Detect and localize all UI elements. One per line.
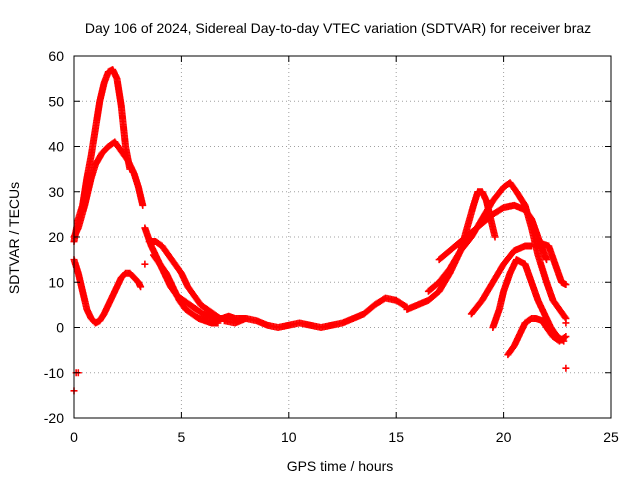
- x-tick-label: 25: [603, 429, 619, 445]
- y-axis-label: SDTVAR / TECUs: [6, 182, 22, 294]
- y-tick-label: -20: [44, 410, 64, 426]
- x-tick-label: 10: [281, 429, 297, 445]
- data-point-marker: [562, 333, 570, 341]
- y-tick-label: -10: [44, 365, 64, 381]
- series-arc-low-morning: [70, 256, 145, 327]
- y-tick-label: 50: [48, 93, 64, 109]
- series-decay-b: [145, 238, 231, 322]
- x-axis-label: GPS time / hours: [287, 458, 394, 474]
- data-point-marker: [214, 319, 222, 327]
- x-tick-label: 0: [70, 429, 78, 445]
- data-points: [70, 66, 570, 395]
- data-point-marker: [139, 201, 147, 209]
- y-tick-label: 40: [48, 139, 64, 155]
- data-point-marker: [137, 283, 145, 291]
- x-tick-label: 5: [178, 429, 186, 445]
- data-point-marker: [561, 333, 569, 341]
- y-tick-label: 20: [48, 229, 64, 245]
- y-tick-label: 60: [48, 48, 64, 64]
- y-tick-label: 0: [56, 320, 64, 336]
- series-night-rise-a: [467, 242, 536, 318]
- series-night-rise-c: [504, 314, 570, 359]
- series-decay-c: [149, 251, 222, 327]
- chart-title: Day 106 of 2024, Sidereal Day-to-day VTE…: [85, 20, 591, 36]
- data-point-marker: [562, 281, 570, 289]
- data-point-marker: [141, 260, 149, 268]
- grid: [74, 56, 611, 418]
- x-tick-label: 20: [496, 429, 512, 445]
- y-tick-label: 30: [48, 184, 64, 200]
- data-point-marker: [491, 233, 499, 241]
- x-tick-label: 15: [388, 429, 404, 445]
- series-arc-peak-41: [70, 138, 147, 241]
- series-evening-plateau-27: [435, 201, 551, 264]
- axis-ticks: 0 5 10 15 20 25 -20 -10 0 10 20 30 40 50 60: [44, 48, 619, 445]
- series-midday-baseline: [220, 294, 411, 331]
- data-point-marker: [561, 313, 569, 321]
- data-point-marker: [562, 364, 570, 372]
- y-tick-label: 10: [48, 274, 64, 290]
- data-point-marker: [562, 319, 570, 327]
- data-point-marker: [543, 256, 551, 264]
- series-night-tail: [532, 240, 570, 289]
